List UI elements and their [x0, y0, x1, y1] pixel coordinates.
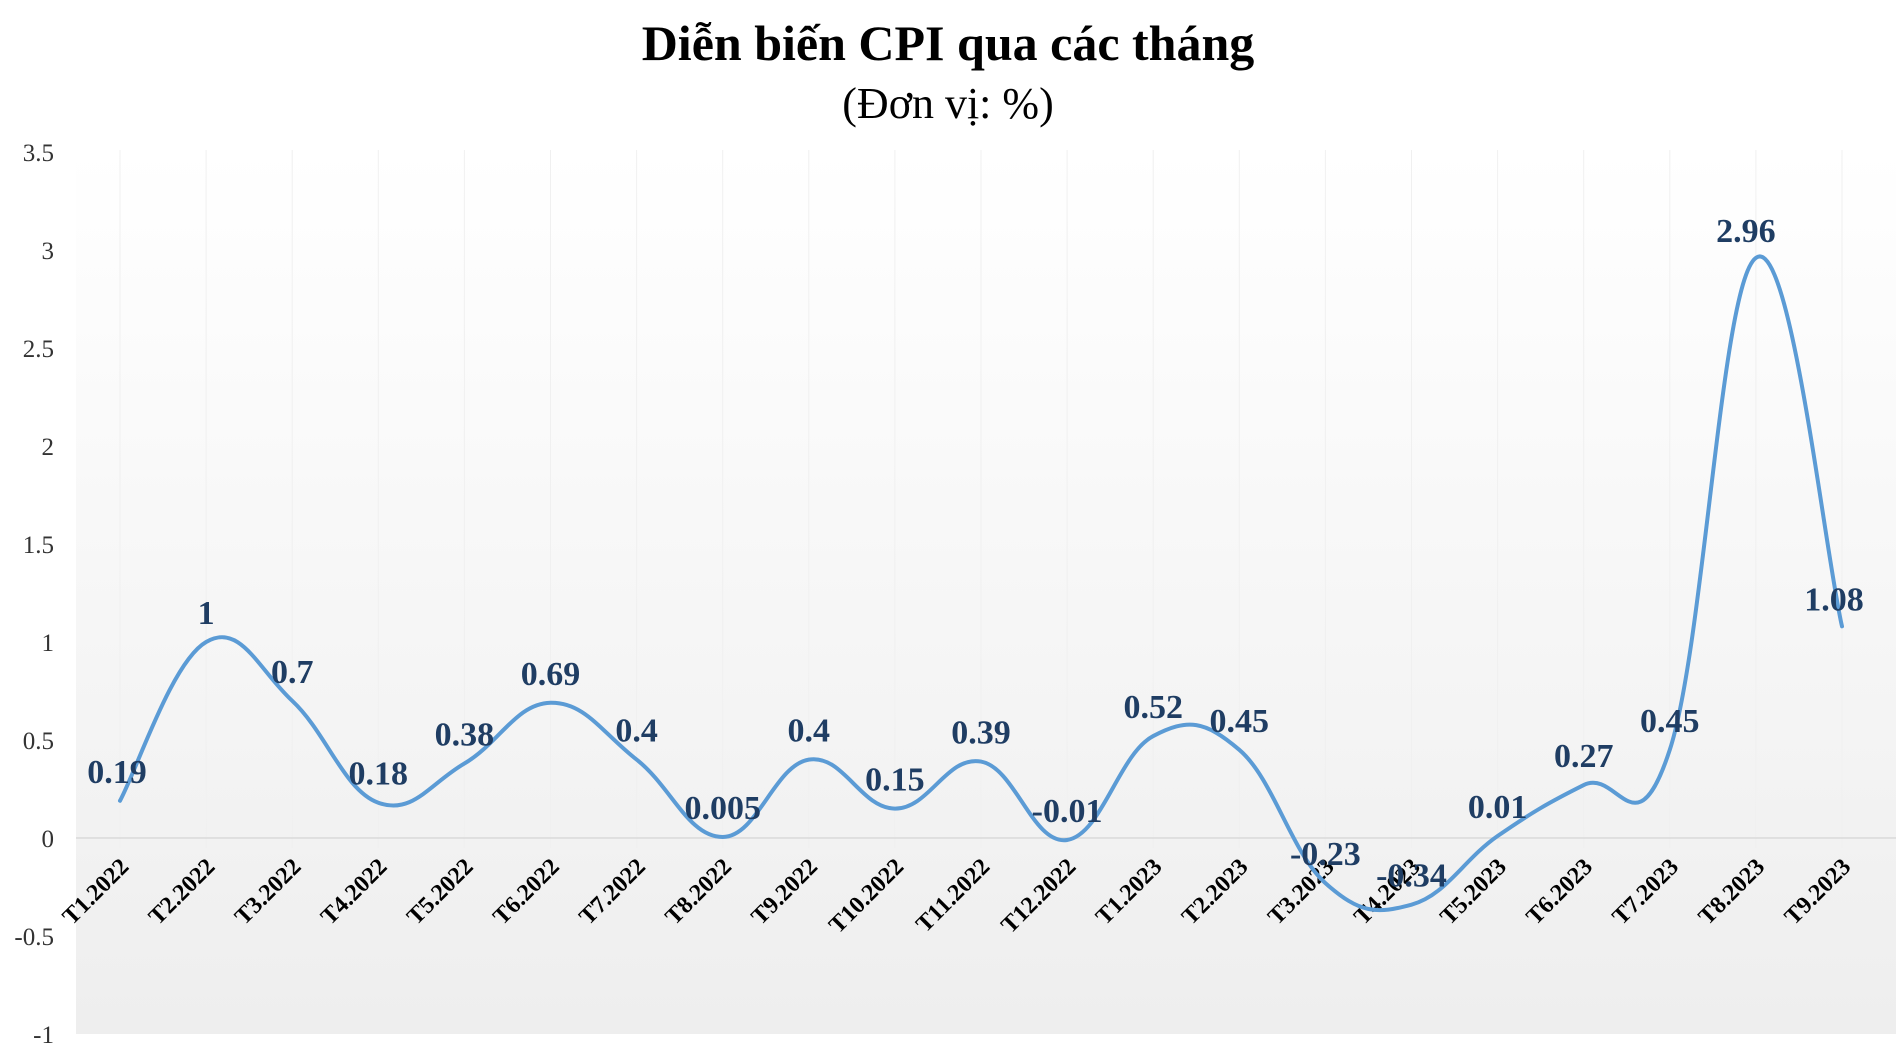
data-point — [461, 761, 467, 767]
data-point — [806, 757, 812, 763]
data-point — [1839, 623, 1845, 629]
data-label: 0.38 — [435, 717, 495, 754]
y-tick-label: 2 — [42, 434, 55, 461]
data-point — [634, 757, 640, 763]
data-label: 0.45 — [1210, 703, 1270, 740]
y-tick-label: 0 — [42, 826, 55, 853]
data-label: 0.27 — [1554, 738, 1614, 775]
data-label: 0.18 — [349, 756, 409, 793]
data-point — [1667, 747, 1673, 753]
y-tick-label: 0.5 — [23, 728, 54, 755]
data-point — [1150, 733, 1156, 739]
data-label: -0.23 — [1290, 836, 1361, 873]
data-label: 0.01 — [1468, 789, 1528, 826]
y-tick-label: 1.5 — [23, 532, 54, 559]
data-label: 0.15 — [865, 762, 925, 799]
data-label: 0.39 — [951, 715, 1011, 752]
data-point — [1409, 902, 1415, 908]
y-tick-label: 3.5 — [23, 140, 54, 167]
data-point — [978, 759, 984, 765]
data-point — [289, 698, 295, 704]
data-label: 0.7 — [271, 654, 314, 691]
data-point — [1322, 880, 1328, 886]
data-label: 1.08 — [1804, 581, 1864, 618]
data-point — [117, 798, 123, 804]
plot-area-background — [76, 150, 1896, 1034]
data-label: 0.69 — [521, 656, 581, 693]
data-point — [720, 834, 726, 840]
y-tick-label: 2.5 — [23, 336, 54, 363]
data-point — [1064, 837, 1070, 843]
y-tick-label: 1 — [42, 630, 55, 657]
data-label: 0.005 — [684, 790, 761, 827]
series-line — [118, 254, 1844, 913]
data-point — [1495, 833, 1501, 839]
data-point — [892, 806, 898, 812]
data-label: 0.4 — [615, 713, 658, 750]
data-point — [1236, 747, 1242, 753]
data-label: -0.34 — [1376, 858, 1447, 895]
data-point — [548, 700, 554, 706]
y-tick-label: 3 — [42, 238, 55, 265]
chart-title: Diễn biến CPI qua các tháng — [641, 15, 1255, 71]
data-point — [203, 639, 209, 645]
data-label: -0.01 — [1032, 793, 1103, 830]
data-point — [375, 800, 381, 806]
data-point — [1753, 255, 1759, 261]
data-label: 2.96 — [1716, 213, 1776, 250]
data-label: 1 — [198, 595, 215, 632]
y-tick-label: -1 — [33, 1022, 54, 1049]
data-point — [1581, 782, 1587, 788]
chart-subtitle: (Đơn vị: %) — [842, 79, 1054, 128]
data-label: 0.4 — [788, 713, 831, 750]
y-tick-label: -0.5 — [14, 924, 54, 951]
data-label: 0.45 — [1640, 703, 1700, 740]
data-label: 0.19 — [87, 754, 147, 791]
data-label: 0.52 — [1123, 689, 1183, 726]
